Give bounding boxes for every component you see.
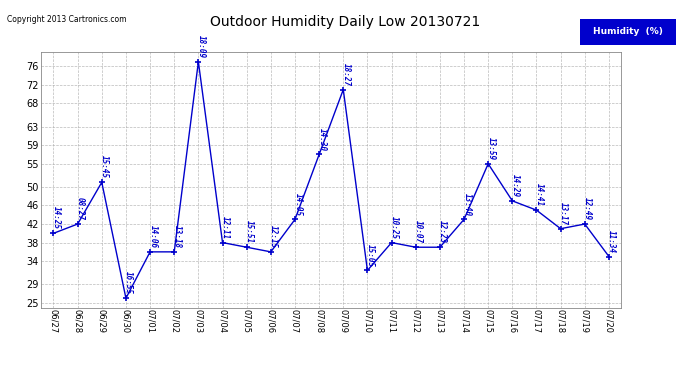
Text: 14:41: 14:41 bbox=[535, 183, 544, 206]
Text: 13:18: 13:18 bbox=[172, 225, 181, 248]
Text: 18:27: 18:27 bbox=[342, 63, 351, 86]
Text: 15:51: 15:51 bbox=[245, 220, 254, 243]
Text: 13:17: 13:17 bbox=[559, 202, 568, 225]
Text: 15:05: 15:05 bbox=[366, 244, 375, 267]
Text: Humidity  (%): Humidity (%) bbox=[593, 27, 663, 36]
Text: 16:55: 16:55 bbox=[124, 272, 133, 294]
Text: 14:05: 14:05 bbox=[293, 193, 302, 216]
Text: 14:25: 14:25 bbox=[52, 207, 61, 230]
Text: Copyright 2013 Cartronics.com: Copyright 2013 Cartronics.com bbox=[7, 15, 126, 24]
Text: 14:06: 14:06 bbox=[148, 225, 157, 248]
Text: 18:09: 18:09 bbox=[197, 35, 206, 58]
Text: 10:25: 10:25 bbox=[390, 216, 399, 239]
Text: 12:11: 12:11 bbox=[221, 216, 230, 239]
Text: 11:34: 11:34 bbox=[607, 230, 616, 253]
Text: Outdoor Humidity Daily Low 20130721: Outdoor Humidity Daily Low 20130721 bbox=[210, 15, 480, 29]
Text: 12:23: 12:23 bbox=[438, 220, 447, 243]
Text: 13:59: 13:59 bbox=[486, 137, 495, 160]
Text: 08:27: 08:27 bbox=[76, 197, 85, 220]
Text: 14:30: 14:30 bbox=[317, 128, 326, 151]
Text: 10:07: 10:07 bbox=[414, 220, 423, 243]
Text: 12:15: 12:15 bbox=[269, 225, 278, 248]
Text: 14:29: 14:29 bbox=[511, 174, 520, 197]
Text: 12:49: 12:49 bbox=[583, 197, 592, 220]
Text: 13:40: 13:40 bbox=[462, 193, 471, 216]
Text: 15:45: 15:45 bbox=[100, 156, 109, 178]
